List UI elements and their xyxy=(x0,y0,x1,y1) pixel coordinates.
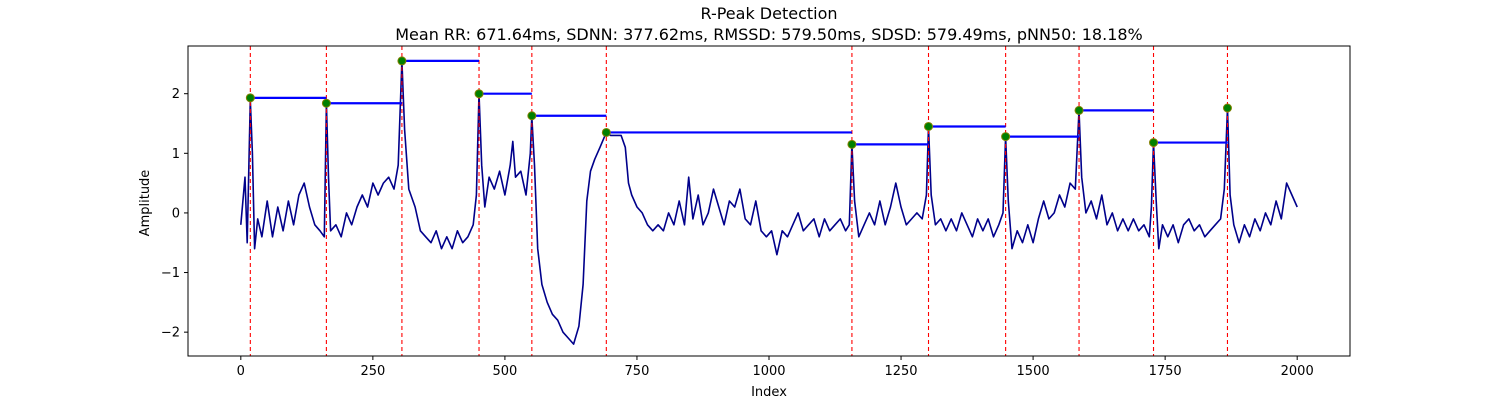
chart-title: R-Peak Detection xyxy=(700,4,837,23)
x-tick-label: 500 xyxy=(492,364,517,379)
r-peak-marker-11 xyxy=(1222,103,1232,113)
r-peak-marker-6 xyxy=(847,139,857,149)
y-tick-label: −1 xyxy=(161,266,180,281)
chart-subtitle: Mean RR: 671.64ms, SDNN: 377.62ms, RMSSD… xyxy=(395,25,1143,44)
x-tick-label: 2000 xyxy=(1281,364,1314,379)
y-tick-label: −2 xyxy=(161,326,180,341)
r-peak-marker-9 xyxy=(1074,105,1084,115)
y-axis-label: Amplitude xyxy=(138,170,153,237)
r-peak-marker-4 xyxy=(527,111,537,121)
r-peak-marker-5 xyxy=(601,127,611,137)
y-tick-label: 0 xyxy=(172,206,180,221)
x-tick-label: 1000 xyxy=(752,364,785,379)
r-peak-marker-0 xyxy=(245,93,255,103)
r-peak-marker-3 xyxy=(474,89,484,99)
r-peak-marker-10 xyxy=(1149,138,1159,148)
x-tick-label: 750 xyxy=(625,364,650,379)
x-tick-label: 1250 xyxy=(884,364,917,379)
plot-area xyxy=(240,46,1298,356)
r-peak-marker-2 xyxy=(397,56,407,66)
x-axis-label: Index xyxy=(751,385,787,400)
x-tick-label: 250 xyxy=(360,364,385,379)
ecg-signal-line xyxy=(240,60,1298,345)
x-tick-label: 0 xyxy=(237,364,245,379)
r-peak-marker-7 xyxy=(924,121,934,131)
x-tick-label: 1500 xyxy=(1017,364,1050,379)
x-tick-label: 1750 xyxy=(1149,364,1182,379)
r-peak-marker-8 xyxy=(1001,132,1011,142)
plot-frame xyxy=(187,45,1351,357)
y-tick-label: 2 xyxy=(172,87,180,102)
y-tick-label: 1 xyxy=(172,147,180,162)
axis-ticks: 0 250 500 750 1000 1250 1500 1750 2000 −2 −1 0 1 2 xyxy=(161,87,1314,379)
r-peak-marker-1 xyxy=(321,98,331,108)
